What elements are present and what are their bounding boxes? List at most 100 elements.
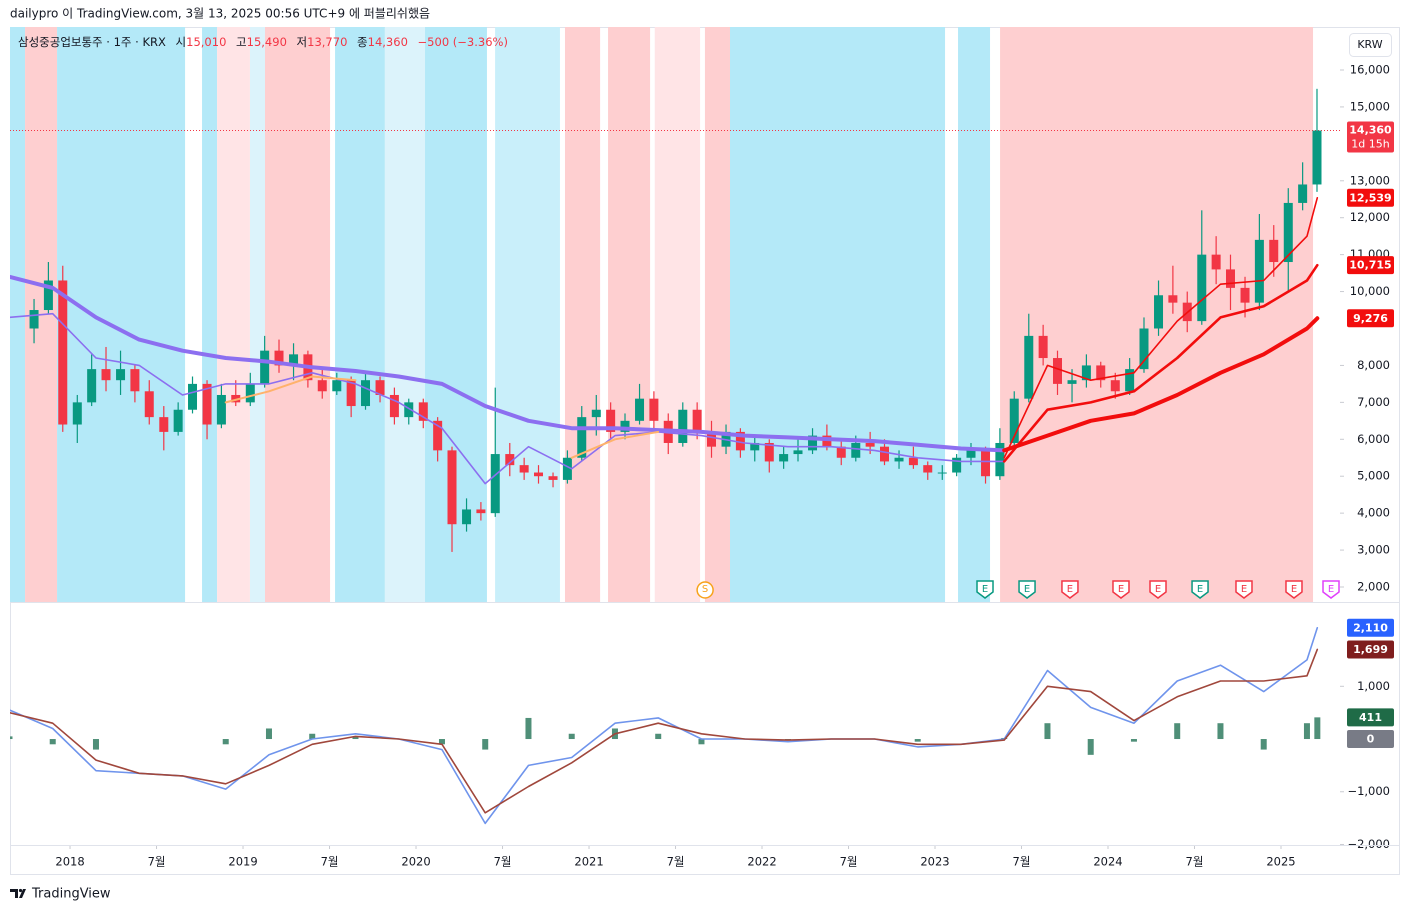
- currency-label[interactable]: KRW: [1357, 38, 1382, 51]
- candle-body: [519, 465, 529, 473]
- candle-body: [1139, 328, 1149, 370]
- y-tick-label: 3,000: [1357, 543, 1390, 557]
- ohlc-label: 종: [357, 35, 368, 49]
- candle-body: [361, 380, 371, 407]
- event-label: E: [1024, 584, 1030, 595]
- event-label: E: [1118, 584, 1124, 595]
- candle-body: [1154, 295, 1164, 329]
- histogram-bar: [1174, 723, 1181, 740]
- candle-body: [779, 454, 789, 462]
- histogram-bar: [92, 739, 99, 750]
- moving-average: [224, 375, 660, 459]
- candle-body: [1024, 335, 1034, 399]
- candle-body: [562, 457, 572, 480]
- candle-body: [216, 394, 226, 425]
- candle-body: [29, 310, 39, 329]
- x-tick-label: 2022: [747, 855, 776, 869]
- background-zone: [730, 27, 946, 602]
- x-tick-label: 2019: [228, 855, 257, 869]
- event-marker: [1322, 580, 1340, 599]
- candle-body: [1052, 358, 1062, 384]
- histogram-bar: [525, 717, 532, 740]
- last-price-label: 14,360: [1349, 124, 1392, 137]
- candle-body: [678, 409, 688, 443]
- background-zone: [10, 27, 26, 602]
- background-zone: [384, 27, 426, 602]
- histogram-bar: [698, 739, 705, 745]
- candle-body: [1110, 380, 1120, 392]
- y-tick-label: 16,000: [1350, 62, 1390, 76]
- event-marker: [1285, 580, 1303, 599]
- candle-body: [476, 509, 486, 514]
- axis-badge: [1347, 256, 1394, 275]
- candle-body: [433, 420, 443, 451]
- currency-button[interactable]: [1349, 33, 1392, 57]
- candle-body: [923, 465, 933, 473]
- candle-body: [952, 457, 962, 473]
- candle-body: [447, 450, 457, 525]
- candle-body: [202, 383, 212, 425]
- background-zone: [57, 27, 186, 602]
- histogram-bar: [309, 733, 316, 740]
- candle-body: [375, 380, 385, 395]
- histogram-bar: [49, 739, 56, 745]
- candle-body: [188, 383, 198, 410]
- y-tick-label: 2,000: [1357, 580, 1390, 594]
- histogram-bar: [1303, 723, 1310, 740]
- axis-badge: [1347, 188, 1394, 207]
- axis-badge: [1347, 618, 1394, 637]
- candle-body: [159, 417, 169, 432]
- event-label: E: [1241, 584, 1247, 595]
- candle-body: [808, 435, 818, 451]
- candle-body: [173, 409, 183, 432]
- background-zone: [202, 27, 218, 602]
- y-tick-label: −2,000: [1347, 837, 1390, 851]
- candle-body: [72, 402, 82, 425]
- candle-body: [908, 457, 918, 466]
- candle-body: [1269, 239, 1279, 263]
- event-label: E: [1197, 584, 1203, 595]
- moving-average: [1003, 197, 1319, 459]
- moving-average: [10, 274, 1007, 453]
- axis-badge-label: 1,699: [1353, 643, 1388, 656]
- histogram-bar: [1260, 739, 1267, 750]
- candle-body: [764, 442, 774, 462]
- event-marker: [1149, 580, 1167, 599]
- candle-body: [1081, 365, 1091, 381]
- event-marker: [1018, 580, 1036, 599]
- histogram-bar: [1087, 739, 1094, 755]
- candle-body: [966, 450, 976, 458]
- candle-body: [144, 391, 154, 418]
- background-zone: [564, 27, 601, 602]
- overlay: 2,000 3,000 4,000 5,000 6,000 7,000 8,000 10,00…: [55, 62, 1394, 869]
- candle-body: [231, 394, 241, 403]
- event-marker: [1235, 580, 1253, 599]
- ohlc-value: 14,360: [368, 35, 408, 49]
- x-tick-label: 7월: [494, 855, 512, 869]
- moving-average: [1002, 263, 1319, 463]
- histogram-bar: [1217, 723, 1224, 740]
- x-tick-label: 7월: [667, 855, 685, 869]
- axis-badge: [1347, 640, 1394, 659]
- axis-badge: [1347, 730, 1394, 749]
- axis-badge-label: 0: [1367, 733, 1375, 746]
- y-tick-label: 4,000: [1357, 506, 1390, 520]
- ohlc-value: 13,770: [307, 35, 347, 49]
- ohlc-value: 15,490: [247, 35, 287, 49]
- candle-body: [750, 442, 760, 451]
- axis-badge-label: 9,276: [1353, 312, 1388, 325]
- candle-body: [735, 431, 745, 451]
- candle-body: [1312, 130, 1322, 185]
- candle-body: [1254, 239, 1264, 303]
- candle-body: [1038, 335, 1048, 359]
- x-tick-label: 2020: [401, 855, 430, 869]
- event-marker: [1061, 580, 1079, 599]
- histogram-bar: [438, 739, 445, 745]
- y-tick-label: 7,000: [1357, 395, 1390, 409]
- candle-body: [289, 354, 299, 366]
- x-tick-label: 7월: [321, 855, 339, 869]
- axis-badge: [1347, 309, 1394, 328]
- event-label: E: [982, 584, 988, 595]
- candle-body: [260, 350, 270, 384]
